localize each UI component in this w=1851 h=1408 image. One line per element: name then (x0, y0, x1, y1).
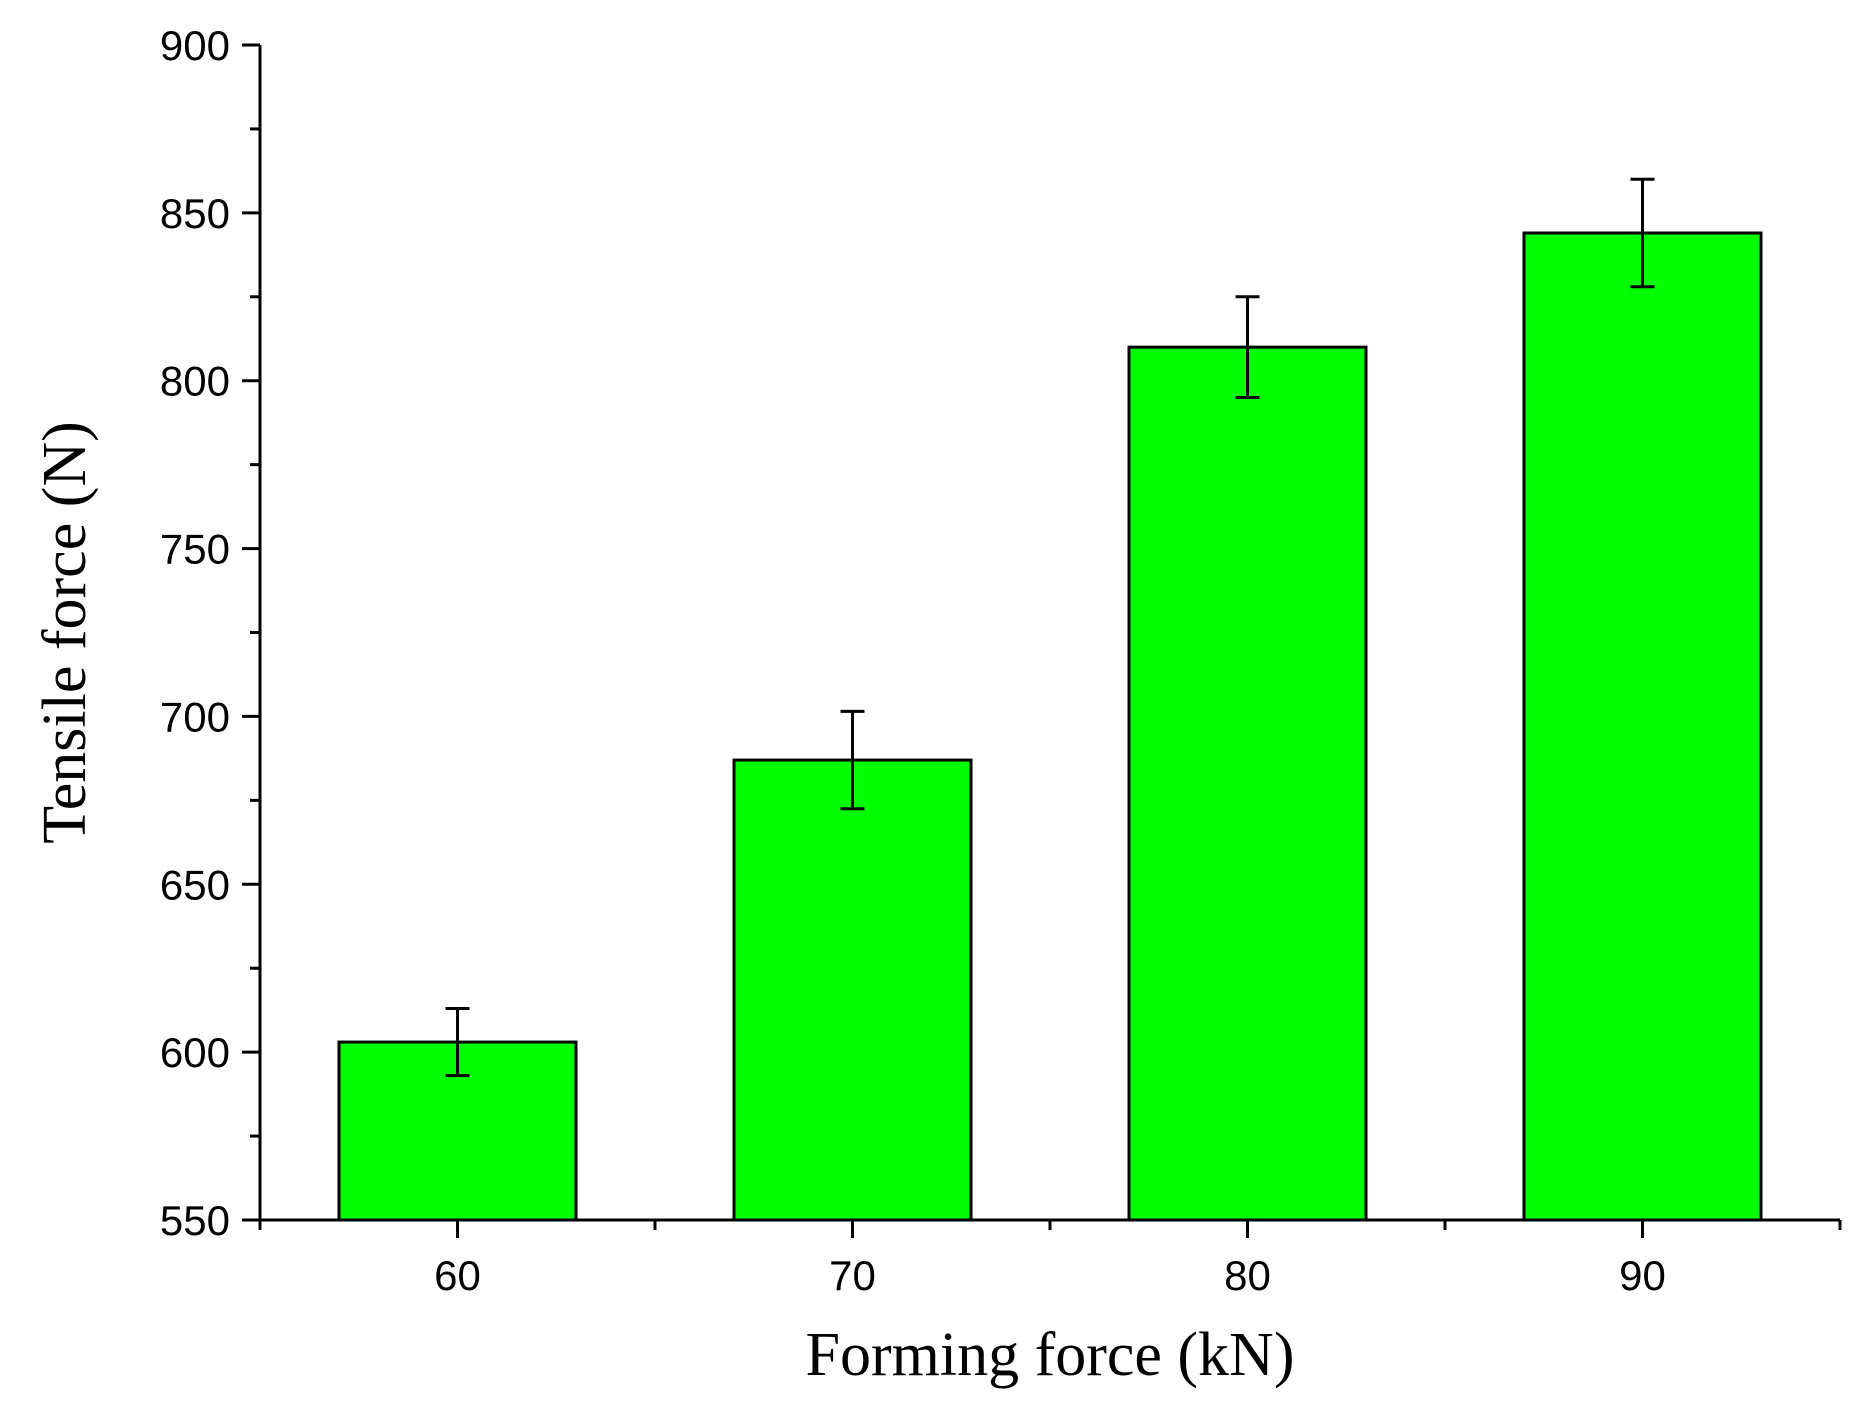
y-tick-label: 600 (160, 1029, 230, 1076)
y-ticks-layer: 550 600 650 700 750 800 850 900 (160, 22, 260, 1244)
bar-70 (732, 758, 973, 1222)
error-bar-90 (1630, 177, 1655, 289)
x-axis-title: Forming force (kN) (806, 1321, 1295, 1389)
error-bar-80 (1235, 295, 1260, 399)
y-tick-label: 750 (160, 526, 230, 573)
error-bar-60 (445, 1007, 470, 1078)
y-tick-label: 900 (160, 22, 230, 69)
x-tick-label: 70 (829, 1252, 876, 1299)
y-tick-label: 800 (160, 358, 230, 405)
y-tick-label: 550 (160, 1197, 230, 1244)
error-bars-layer (445, 177, 1655, 1078)
y-tick-label: 700 (160, 693, 230, 740)
bars-layer (337, 231, 1763, 1222)
x-tick-label: 60 (434, 1252, 481, 1299)
bar-90 (1522, 231, 1763, 1222)
y-axis-title: Tensile force (N) (31, 421, 99, 844)
bar-80 (1127, 345, 1368, 1222)
x-ticks-layer: 60 70 80 90 (258, 1220, 1842, 1299)
y-tick-label: 650 (160, 861, 230, 908)
x-tick-label: 80 (1224, 1252, 1271, 1299)
error-bar-70 (840, 709, 865, 811)
y-tick-label: 850 (160, 190, 230, 237)
x-tick-label: 90 (1619, 1252, 1666, 1299)
